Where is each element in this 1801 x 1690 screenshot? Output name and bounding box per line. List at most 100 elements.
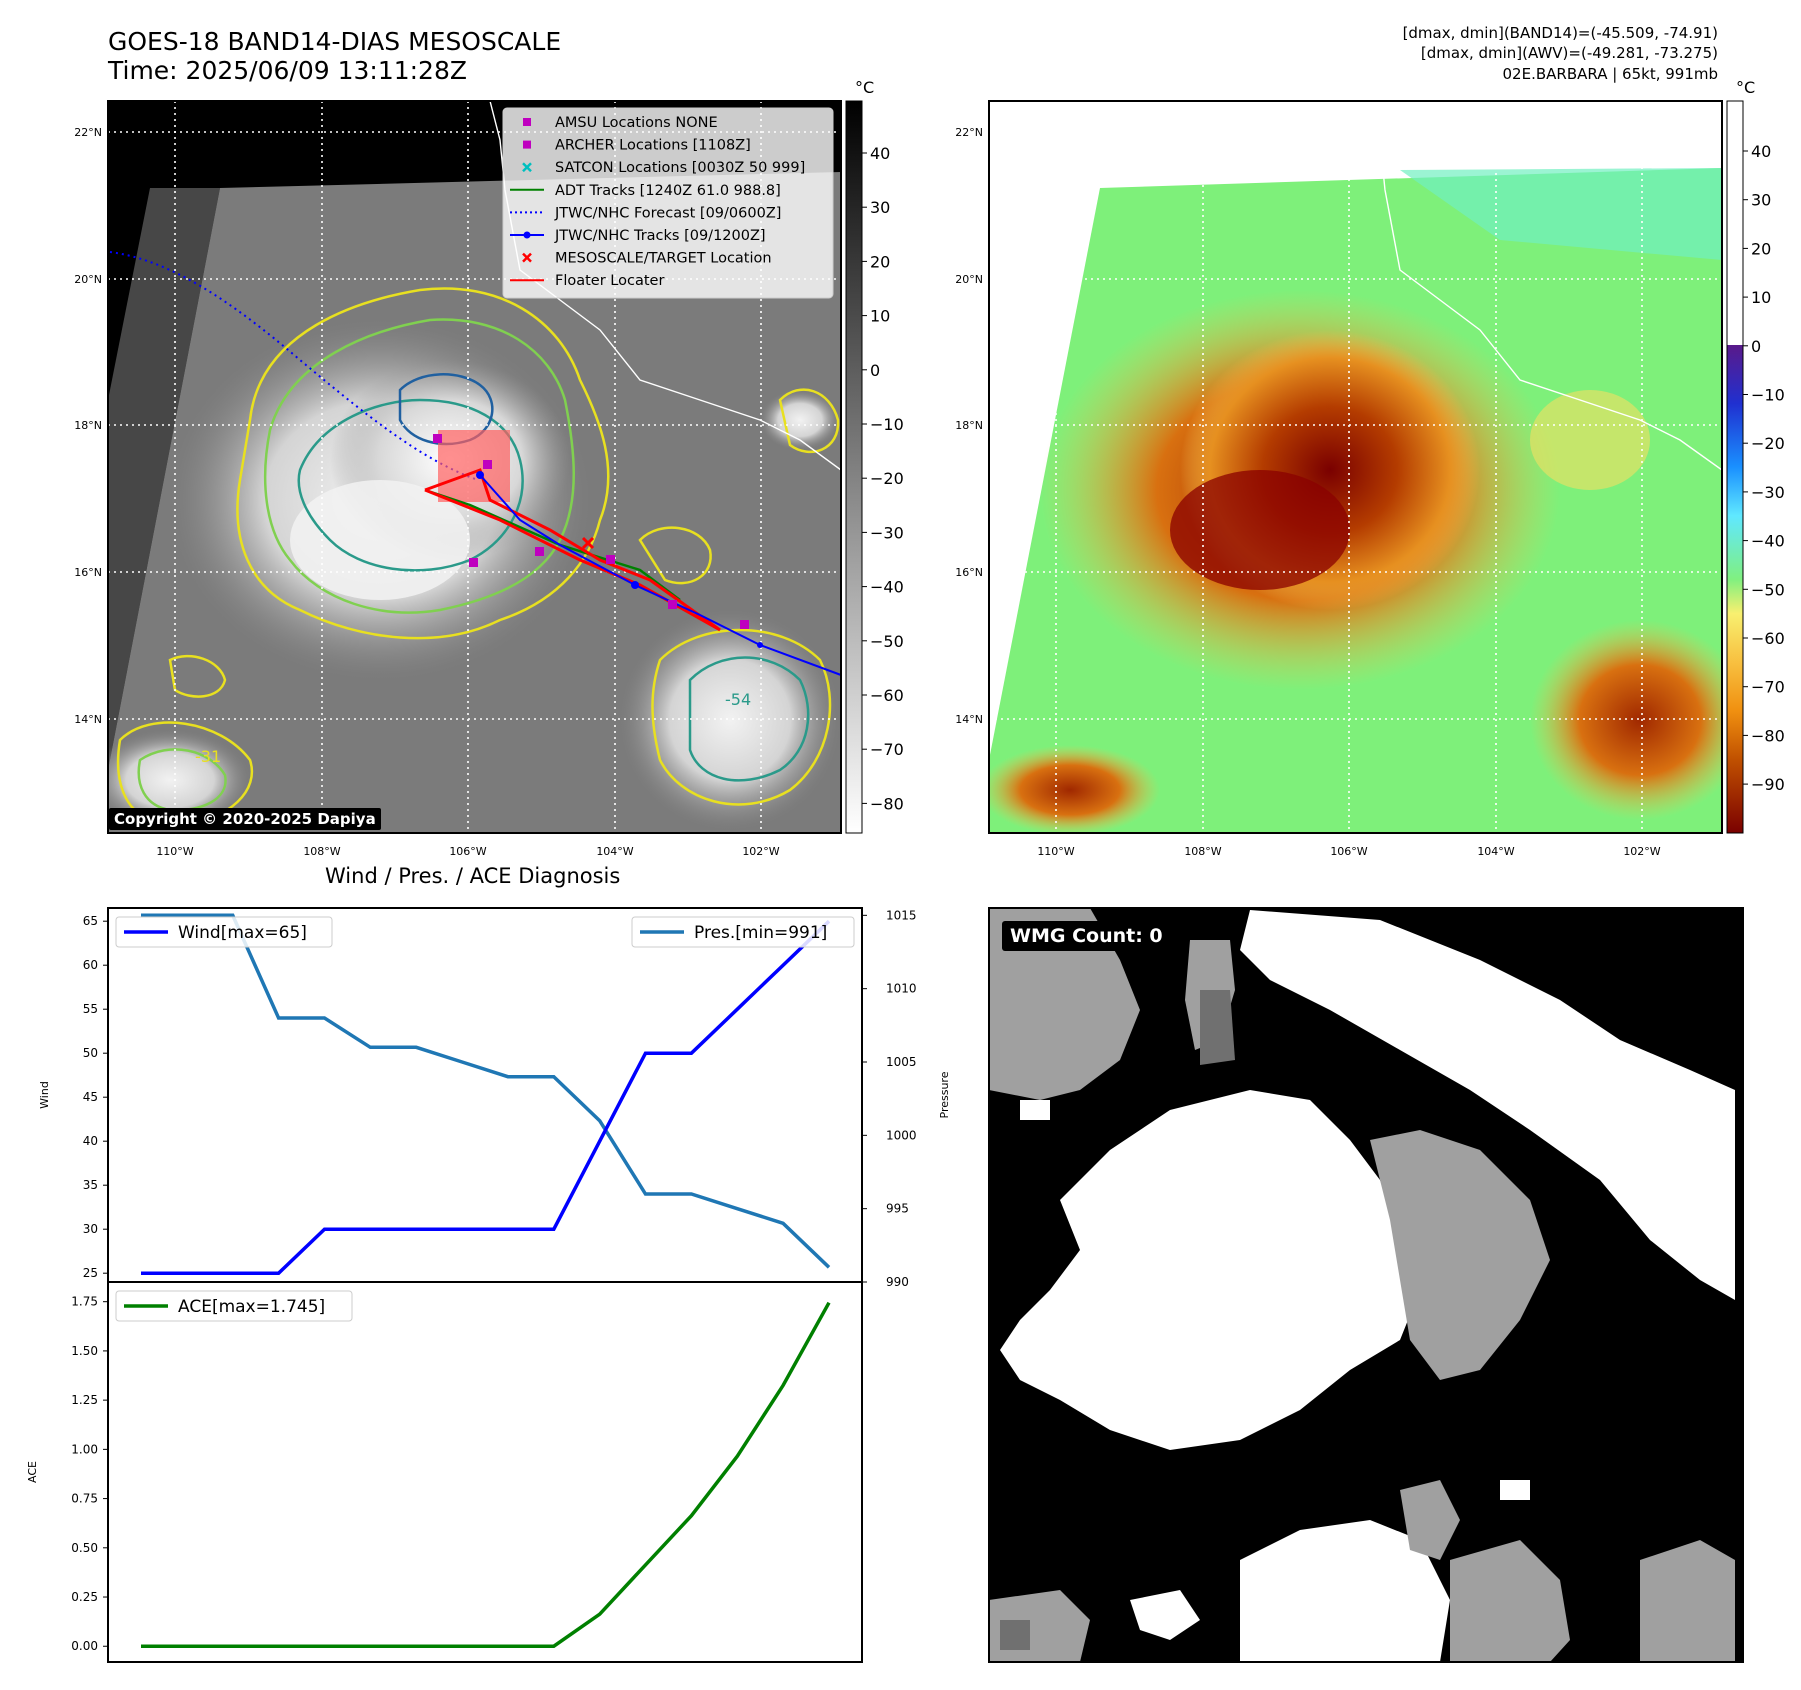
gray-colorbar-tick: −30 bbox=[870, 523, 904, 542]
pressure-axis-tick: 995 bbox=[886, 1202, 909, 1216]
header-stats-awv: [dmax, dmin](AWV)=(-49.281, -73.275) bbox=[1420, 44, 1718, 62]
wind-axis-label: Wind bbox=[38, 1081, 51, 1109]
ace-series-line bbox=[141, 1301, 831, 1648]
color-colorbar-tick: 30 bbox=[1751, 191, 1771, 210]
ace-axis-label: ACE bbox=[26, 1461, 39, 1483]
color-colorbar-tick: −10 bbox=[1751, 386, 1785, 405]
color-colorbar-tick: −30 bbox=[1751, 483, 1785, 502]
copyright-badge: Copyright © 2020-2025 Dapiya bbox=[109, 808, 381, 830]
color-colorbar-tick: −80 bbox=[1751, 726, 1785, 745]
contour-label: -54 bbox=[725, 690, 751, 709]
gray-colorbar-tick: −20 bbox=[870, 469, 904, 488]
legend-symbol-x bbox=[522, 252, 532, 263]
gray-colorbar-tick: −40 bbox=[870, 578, 904, 597]
wind-legend: Wind[max=65] bbox=[115, 916, 333, 948]
contour-label: -31 bbox=[195, 747, 221, 766]
legend-label: ARCHER Locations [1108Z] bbox=[555, 138, 751, 154]
wmg-frame bbox=[988, 907, 1744, 1663]
latitude-label: 14°N bbox=[74, 713, 102, 726]
color-colorbar-tick: −50 bbox=[1751, 580, 1785, 599]
pressure-axis-tick: 1010 bbox=[886, 982, 917, 996]
color-colorbar-tick: −40 bbox=[1751, 532, 1785, 551]
color-colorbar-tick: −90 bbox=[1751, 775, 1785, 794]
ace-axis-tick: 0.25 bbox=[71, 1590, 98, 1604]
latitude-label: 20°N bbox=[955, 273, 983, 286]
legend-label: AMSU Locations NONE bbox=[555, 115, 718, 131]
ace-plot-frame bbox=[107, 1281, 863, 1663]
ace-axis-tick: 0.00 bbox=[71, 1639, 98, 1653]
latitude-label: 22°N bbox=[74, 126, 102, 139]
color-colorbar-tick: −60 bbox=[1751, 629, 1785, 648]
pressure-axis-tick: 1000 bbox=[886, 1128, 917, 1142]
wind-pressure-plot-frame bbox=[107, 907, 863, 1283]
legend-label: ADT Tracks [1240Z 61.0 988.8] bbox=[555, 183, 781, 199]
color-colorbar-tick: 40 bbox=[1751, 142, 1771, 161]
legend-symbol-line-dot bbox=[510, 231, 544, 239]
color-colorbar-tick: −20 bbox=[1751, 434, 1785, 453]
gray-colorbar bbox=[845, 100, 863, 834]
color-colorbar-tick: 20 bbox=[1751, 239, 1771, 258]
ace-legend: ACE[max=1.745] bbox=[115, 1290, 353, 1322]
latitude-label: 22°N bbox=[955, 126, 983, 139]
legend-symbol-square bbox=[523, 140, 531, 149]
color-colorbar-tick: 0 bbox=[1751, 337, 1761, 356]
awv-map-frame bbox=[988, 100, 1723, 834]
color-colorbar bbox=[1726, 100, 1744, 834]
ace-axis-tick: 0.50 bbox=[71, 1541, 98, 1555]
color-colorbar-unit: °C bbox=[1736, 78, 1756, 97]
longitude-label: 110°W bbox=[1037, 845, 1074, 858]
legend-label: Pres.[min=991] bbox=[694, 923, 827, 943]
pressure-series-line bbox=[141, 913, 831, 1269]
figure-title-line2: Time: 2025/06/09 13:11:28Z bbox=[108, 56, 467, 85]
gray-colorbar-tick: 30 bbox=[870, 198, 890, 217]
wind-axis-tick: 60 bbox=[83, 958, 98, 972]
wmg-image bbox=[989, 908, 1743, 1662]
map-legend: AMSU Locations NONE ARCHER Locations [110… bbox=[502, 107, 834, 299]
legend-label: JTWC/NHC Forecast [09/0600Z] bbox=[554, 205, 781, 221]
longitude-label: 110°W bbox=[156, 845, 193, 858]
gray-colorbar-tick: 10 bbox=[870, 307, 890, 326]
pressure-axis-tick: 990 bbox=[886, 1275, 909, 1289]
latitude-label: 16°N bbox=[74, 566, 102, 579]
gray-colorbar-tick: −80 bbox=[870, 794, 904, 813]
gray-colorbar-tick: 20 bbox=[870, 252, 890, 271]
ace-axis-tick: 1.25 bbox=[71, 1393, 98, 1407]
diagnosis-title: Wind / Pres. / ACE Diagnosis bbox=[325, 864, 621, 888]
pressure-axis-tick: 1015 bbox=[886, 908, 917, 922]
latitude-label: 14°N bbox=[955, 713, 983, 726]
gray-colorbar-tick: 0 bbox=[870, 361, 880, 380]
gray-colorbar-tick: −50 bbox=[870, 632, 904, 651]
latitude-label: 18°N bbox=[955, 419, 983, 432]
longitude-label: 104°W bbox=[596, 845, 633, 858]
figure-title-line1: GOES-18 BAND14-DIAS MESOSCALE bbox=[108, 27, 562, 56]
longitude-label: 106°W bbox=[449, 845, 486, 858]
legend-symbol-square bbox=[523, 118, 531, 126]
longitude-label: 102°W bbox=[1623, 845, 1660, 858]
longitude-label: 108°W bbox=[303, 845, 340, 858]
latitude-label: 16°N bbox=[955, 566, 983, 579]
longitude-label: 108°W bbox=[1184, 845, 1221, 858]
ace-axis-tick: 0.75 bbox=[71, 1492, 98, 1506]
awv-map-image bbox=[989, 101, 1722, 833]
gray-colorbar-tick: −70 bbox=[870, 740, 904, 759]
ace-axis-tick: 1.75 bbox=[71, 1295, 98, 1309]
gray-colorbar-unit: °C bbox=[855, 78, 875, 97]
gray-colorbar-tick: −10 bbox=[870, 415, 904, 434]
legend-label: JTWC/NHC Tracks [09/1200Z] bbox=[554, 228, 766, 244]
legend-label: Floater Locater bbox=[555, 273, 664, 289]
pressure-axis-label: Pressure bbox=[938, 1071, 951, 1118]
pressure-axis-tick: 1005 bbox=[886, 1055, 917, 1069]
legend-label: SATCON Locations [0030Z 50 999] bbox=[555, 160, 805, 176]
longitude-label: 104°W bbox=[1477, 845, 1514, 858]
legend-label: Wind[max=65] bbox=[178, 923, 307, 943]
color-colorbar-tick: 10 bbox=[1751, 288, 1771, 307]
wind-axis-tick: 55 bbox=[83, 1002, 98, 1016]
color-colorbar-tick: −70 bbox=[1751, 678, 1785, 697]
latitude-label: 18°N bbox=[74, 419, 102, 432]
legend-label: MESOSCALE/TARGET Location bbox=[555, 251, 772, 267]
legend-label: ACE[max=1.745] bbox=[178, 1297, 325, 1317]
wind-axis-tick: 45 bbox=[83, 1090, 98, 1104]
gray-colorbar-tick: 40 bbox=[870, 144, 890, 163]
header-stats-band14: [dmax, dmin](BAND14)=(-45.509, -74.91) bbox=[1402, 24, 1718, 42]
